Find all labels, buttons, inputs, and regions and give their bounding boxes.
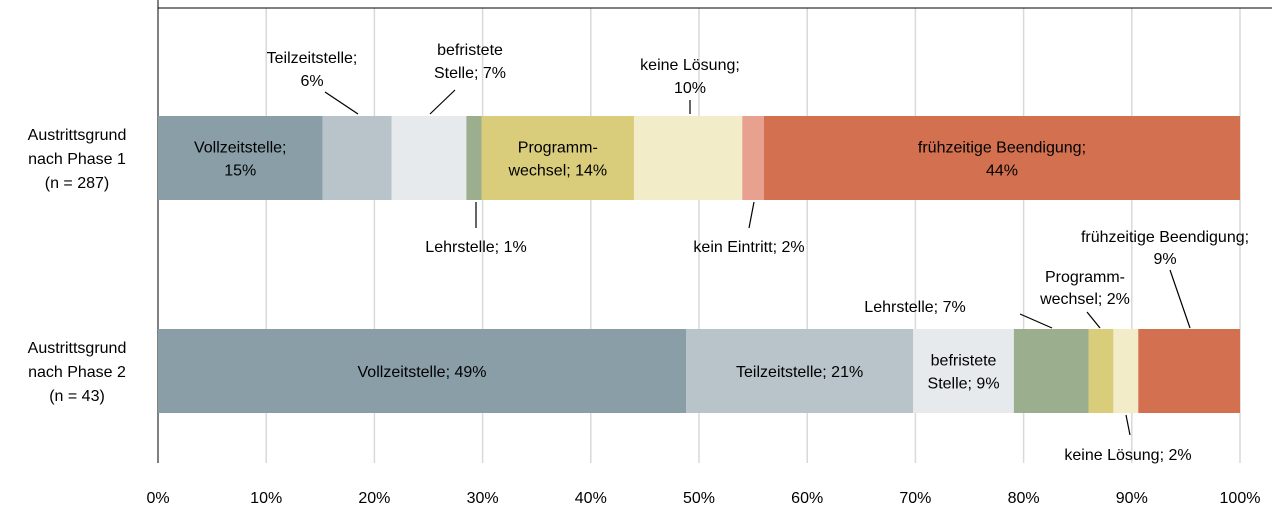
x-tick-label: 100% — [1220, 490, 1261, 507]
data-label: 44% — [986, 163, 1018, 180]
bar-segment — [466, 116, 482, 200]
data-label: frühzeitige Beendigung; — [918, 140, 1086, 157]
x-tick-label: 30% — [467, 490, 499, 507]
bar-segment — [391, 116, 467, 200]
bar-segment — [1088, 329, 1114, 413]
bar-segment — [1013, 329, 1089, 413]
category-label: nach Phase 2 — [28, 364, 126, 381]
data-label: 9% — [1153, 251, 1176, 268]
bar-segment — [763, 116, 1240, 200]
data-label: Programm- — [518, 140, 598, 157]
data-label: befristete — [931, 353, 997, 370]
category-label: nach Phase 1 — [28, 151, 126, 168]
data-label: kein Eintritt; 2% — [693, 239, 804, 256]
bar-segment — [481, 116, 635, 200]
bar-segment — [686, 329, 914, 413]
data-label: Stelle; 9% — [928, 376, 1000, 393]
bar-segment — [322, 116, 392, 200]
data-label: Lehrstelle; 1% — [425, 239, 526, 256]
data-label: 15% — [224, 163, 256, 180]
data-label: 10% — [674, 80, 706, 97]
category-label: (n = 287) — [45, 175, 109, 192]
x-tick-label: 70% — [899, 490, 931, 507]
data-label: keine Lösung; — [640, 57, 740, 74]
x-tick-label: 20% — [358, 490, 390, 507]
leader-line — [748, 201, 755, 229]
data-label: 6% — [300, 73, 323, 90]
data-label: wechsel; 2% — [1039, 291, 1130, 308]
data-label: Vollzeitstelle; 49% — [358, 364, 487, 381]
bar-segment — [1113, 329, 1139, 413]
category-label: Austrittsgrund — [28, 127, 127, 144]
bar-segment — [634, 116, 743, 200]
x-tick-label: 0% — [146, 490, 169, 507]
x-tick-label: 60% — [791, 490, 823, 507]
data-label: Teilzeitstelle; — [267, 50, 358, 67]
x-tick-label: 80% — [1008, 490, 1040, 507]
bar-segment — [1138, 329, 1240, 413]
data-label: Stelle; 7% — [434, 65, 506, 82]
data-label: Teilzeitstelle; 21% — [736, 364, 863, 381]
leader-line — [1169, 269, 1191, 329]
leader-line — [1019, 313, 1053, 329]
data-label: befristete — [437, 42, 503, 59]
x-tick-label: 90% — [1116, 490, 1148, 507]
category-label: (n = 43) — [49, 388, 105, 405]
leader-line — [324, 91, 359, 115]
data-label: Lehrstelle; 7% — [864, 299, 965, 316]
x-tick-label: 40% — [575, 490, 607, 507]
data-label: Programm- — [1045, 269, 1125, 286]
category-label: Austrittsgrund — [28, 340, 127, 357]
bar-segment — [158, 329, 687, 413]
leader-line — [1086, 311, 1101, 329]
data-label: wechsel; 14% — [507, 163, 607, 180]
data-label: keine Lösung; 2% — [1064, 447, 1191, 464]
x-tick-label: 10% — [250, 490, 282, 507]
data-label: Vollzeitstelle; — [194, 140, 287, 157]
leader-line — [1125, 414, 1131, 436]
data-label: frühzeitige Beendigung; — [1081, 229, 1249, 246]
bar-segment — [158, 116, 323, 200]
bar-segment — [913, 329, 1014, 413]
bar-segment — [742, 116, 764, 200]
leader-line — [429, 89, 456, 115]
x-tick-label: 50% — [683, 490, 715, 507]
